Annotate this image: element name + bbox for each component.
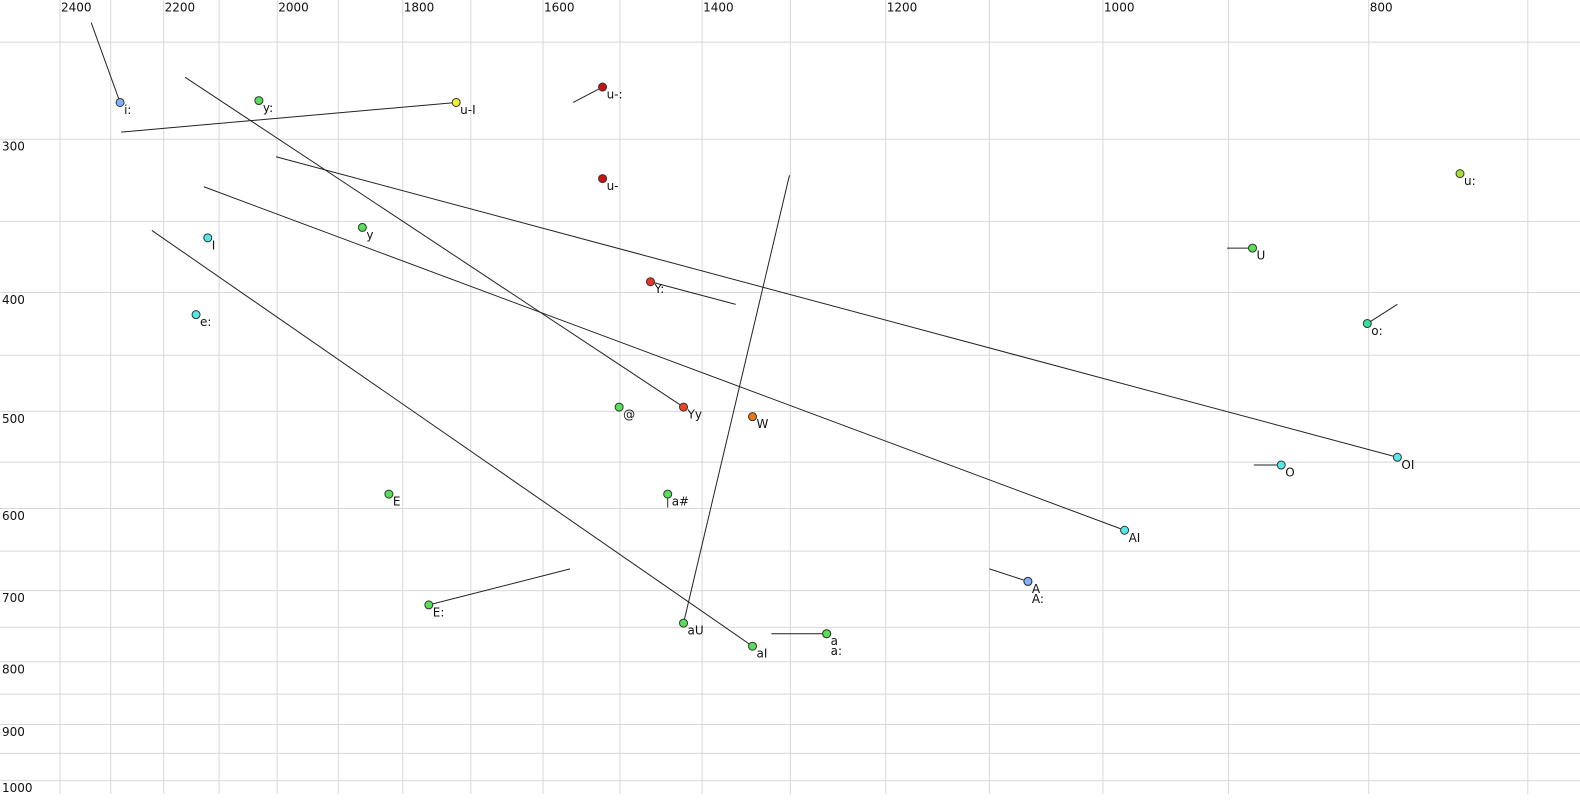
vowel-point [203, 233, 213, 243]
vowel-point [384, 489, 394, 499]
vowel-label: i: [124, 103, 131, 117]
vowel-label: E [393, 495, 401, 509]
y-tick-label: 300 [2, 140, 25, 154]
vowel-label: Y: [653, 282, 664, 296]
vowel-point [679, 402, 689, 412]
vowel-point [424, 600, 434, 610]
vowel-label: y: [263, 101, 273, 115]
x-tick-label: 2000 [278, 1, 309, 15]
x-tick-label: 1000 [1104, 1, 1135, 15]
vowel-label: aU [688, 624, 704, 638]
vowel-point [1392, 452, 1402, 462]
trajectory [90, 22, 121, 103]
y-tick-label: 400 [2, 293, 25, 307]
vowel-point [1248, 243, 1258, 253]
y-tick-label: 700 [2, 591, 25, 605]
trajectory [151, 230, 753, 647]
vowel-point [748, 641, 758, 651]
vowel-label: E: [433, 605, 445, 619]
vowel-label: A [1032, 582, 1041, 596]
trajectory [572, 86, 603, 103]
vowel-point [1362, 319, 1372, 329]
vowel-label: @ [623, 408, 635, 422]
y-tick-label: 900 [2, 725, 25, 739]
x-tick-label: 1200 [887, 1, 918, 15]
x-tick-label: 800 [1370, 1, 1393, 15]
vowel-point [191, 310, 201, 320]
vowel-label: e: [200, 315, 211, 329]
vowel-label: O [1285, 466, 1294, 480]
vowel-label: a: [831, 644, 842, 658]
vowel-point [254, 96, 264, 106]
vowel-label: W [757, 417, 769, 431]
y-tick-label: 600 [2, 509, 25, 523]
y-tick-label: 500 [2, 412, 25, 426]
vowel-label: U [1257, 249, 1266, 263]
vowel-label: u-: [607, 88, 623, 102]
vowel-point [663, 489, 673, 499]
trajectory [275, 156, 1398, 458]
vowel-label: I [212, 238, 216, 252]
y-tick-label: 1000 [2, 781, 33, 795]
vowel-label: A: [1032, 592, 1044, 606]
vowel-label: a [831, 634, 838, 648]
vowel-label: OI [1401, 458, 1414, 472]
x-tick-label: 2400 [61, 1, 92, 15]
vowel-point [115, 97, 125, 107]
vowel-point [1455, 169, 1465, 179]
vowel-label: u- [607, 179, 619, 193]
vowel-point [645, 277, 655, 287]
vowel-point [598, 174, 608, 184]
vowel-label: AI [1129, 531, 1141, 545]
trajectory [121, 101, 457, 133]
x-tick-label: 1800 [404, 1, 435, 15]
trajectory [989, 568, 1029, 582]
trajectory [203, 186, 1125, 531]
vowel-label: o: [1371, 324, 1382, 338]
x-tick-label: 1400 [703, 1, 734, 15]
vowel-point [357, 222, 367, 232]
trajectory [683, 175, 790, 624]
vowel-label: u-I [460, 103, 475, 117]
vowel-point [748, 412, 758, 422]
vowel-point [679, 618, 689, 628]
vowel-label: Yy [687, 408, 702, 422]
x-tick-label: 1600 [544, 1, 575, 15]
trajectory [1366, 303, 1398, 324]
trajectory [428, 568, 571, 606]
vowel-label: y [366, 228, 373, 242]
vowel-point [1023, 576, 1033, 586]
y-tick-label: 800 [2, 662, 25, 676]
vowel-label: aI [757, 647, 768, 661]
trajectory [184, 76, 684, 408]
vowel-point [451, 97, 461, 107]
vowel-point [614, 402, 624, 412]
vowel-point [1276, 460, 1286, 470]
vowel-point [822, 629, 832, 639]
x-tick-label: 2200 [165, 1, 196, 15]
vowel-label: a# [672, 495, 689, 509]
vowel-point [1120, 525, 1130, 535]
vowel-point [598, 82, 608, 92]
vowel-label: u: [1464, 174, 1476, 188]
trajectory [650, 281, 736, 305]
